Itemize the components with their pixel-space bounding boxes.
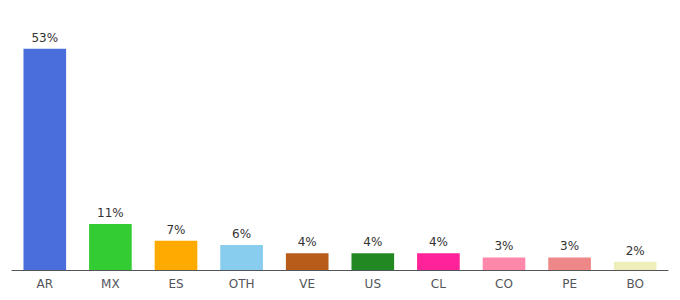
- svg-text:MX: MX: [101, 277, 120, 291]
- svg-text:3%: 3%: [560, 239, 579, 253]
- svg-text:3%: 3%: [494, 239, 513, 253]
- svg-text:CL: CL: [431, 277, 446, 291]
- svg-text:4%: 4%: [363, 235, 382, 249]
- svg-text:BO: BO: [626, 277, 643, 291]
- svg-text:4%: 4%: [429, 235, 448, 249]
- svg-text:4%: 4%: [298, 235, 317, 249]
- svg-text:AR: AR: [37, 277, 54, 291]
- svg-text:CO: CO: [495, 277, 513, 291]
- svg-text:ES: ES: [168, 277, 183, 291]
- svg-text:6%: 6%: [232, 227, 251, 241]
- svg-text:US: US: [365, 277, 381, 291]
- svg-text:11%: 11%: [97, 206, 124, 220]
- svg-text:2%: 2%: [626, 244, 645, 258]
- svg-text:VE: VE: [299, 277, 315, 291]
- svg-text:53%: 53%: [31, 31, 58, 45]
- svg-text:PE: PE: [562, 277, 577, 291]
- svg-text:7%: 7%: [166, 223, 185, 237]
- svg-text:OTH: OTH: [229, 277, 255, 291]
